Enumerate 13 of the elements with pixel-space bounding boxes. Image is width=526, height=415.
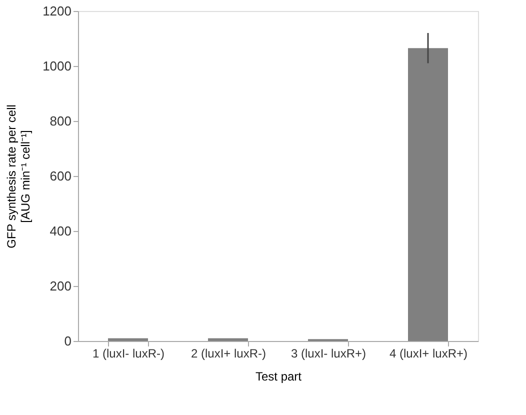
y-tick-label: 400 [50, 224, 72, 238]
y-tick-label: 1000 [42, 58, 72, 74]
x-tick-label: 3 (luxI- luxR+) [290, 346, 366, 360]
x-tick-label: 2 (luxI+ luxR-) [190, 346, 266, 360]
y-tick-label: 200 [50, 278, 72, 294]
x-tick-label: 4 (luxI+ luxR+) [389, 346, 468, 360]
y-tick-label: 0 [64, 334, 72, 348]
x-tick-label: 1 (luxI- luxR-) [92, 346, 165, 360]
y-tick-label: 1200 [42, 4, 72, 18]
x-axis-title: Test part [255, 370, 302, 384]
y-tick-label: 600 [50, 168, 72, 184]
y-axis-title: GFP synthesis rate per cell [AUG min⁻¹ cell⁻¹] [4, 104, 33, 248]
y-tick-label: 800 [50, 114, 72, 128]
